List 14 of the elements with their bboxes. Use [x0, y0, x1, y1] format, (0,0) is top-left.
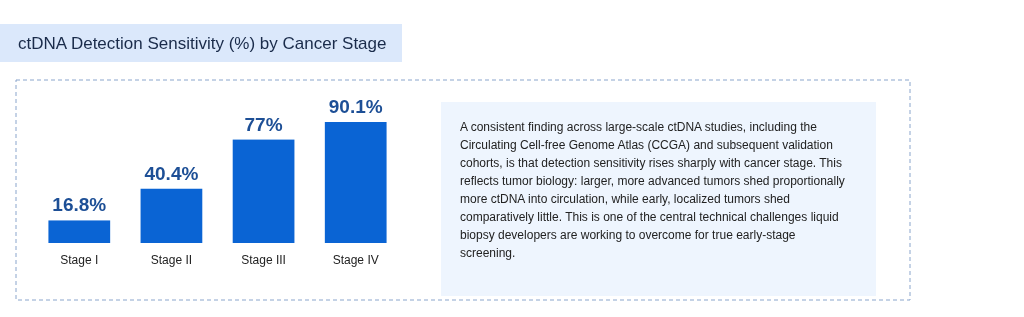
- bar: [232, 139, 295, 243]
- x-tick-label: Stage I: [60, 253, 99, 267]
- x-tick-label: Stage II: [150, 253, 193, 267]
- data-label: 77%: [244, 113, 283, 135]
- bar: [140, 188, 203, 243]
- data-label: 40.4%: [144, 162, 199, 184]
- data-label: 16.8%: [52, 194, 107, 216]
- data-label: 90.1%: [328, 96, 383, 117]
- text: A consistent finding across large-scale ctDNA studies, including the Circulating Cell-free Genome Atlas (CCGA) and subsequent validation cohorts, is that detection sensitivity rises sharply with cancer stage. This reflects tumor biology: larger, more advanced tumors shed proportionally more ctDNA into circulation, while early, localized tumors shed comparatively little. This is one of the central technical challenges liquid biopsy developers are working to overcome for true early-stage screening.: [460, 120, 845, 260]
- bar: [48, 220, 111, 243]
- x-tick-label: Stage IV: [332, 253, 379, 267]
- bar: [324, 122, 387, 243]
- chart-title: ctDNA Detection Sensitivity (%) by Cancer Stage: [18, 34, 387, 53]
- x-tick-label: Stage III: [241, 253, 286, 267]
